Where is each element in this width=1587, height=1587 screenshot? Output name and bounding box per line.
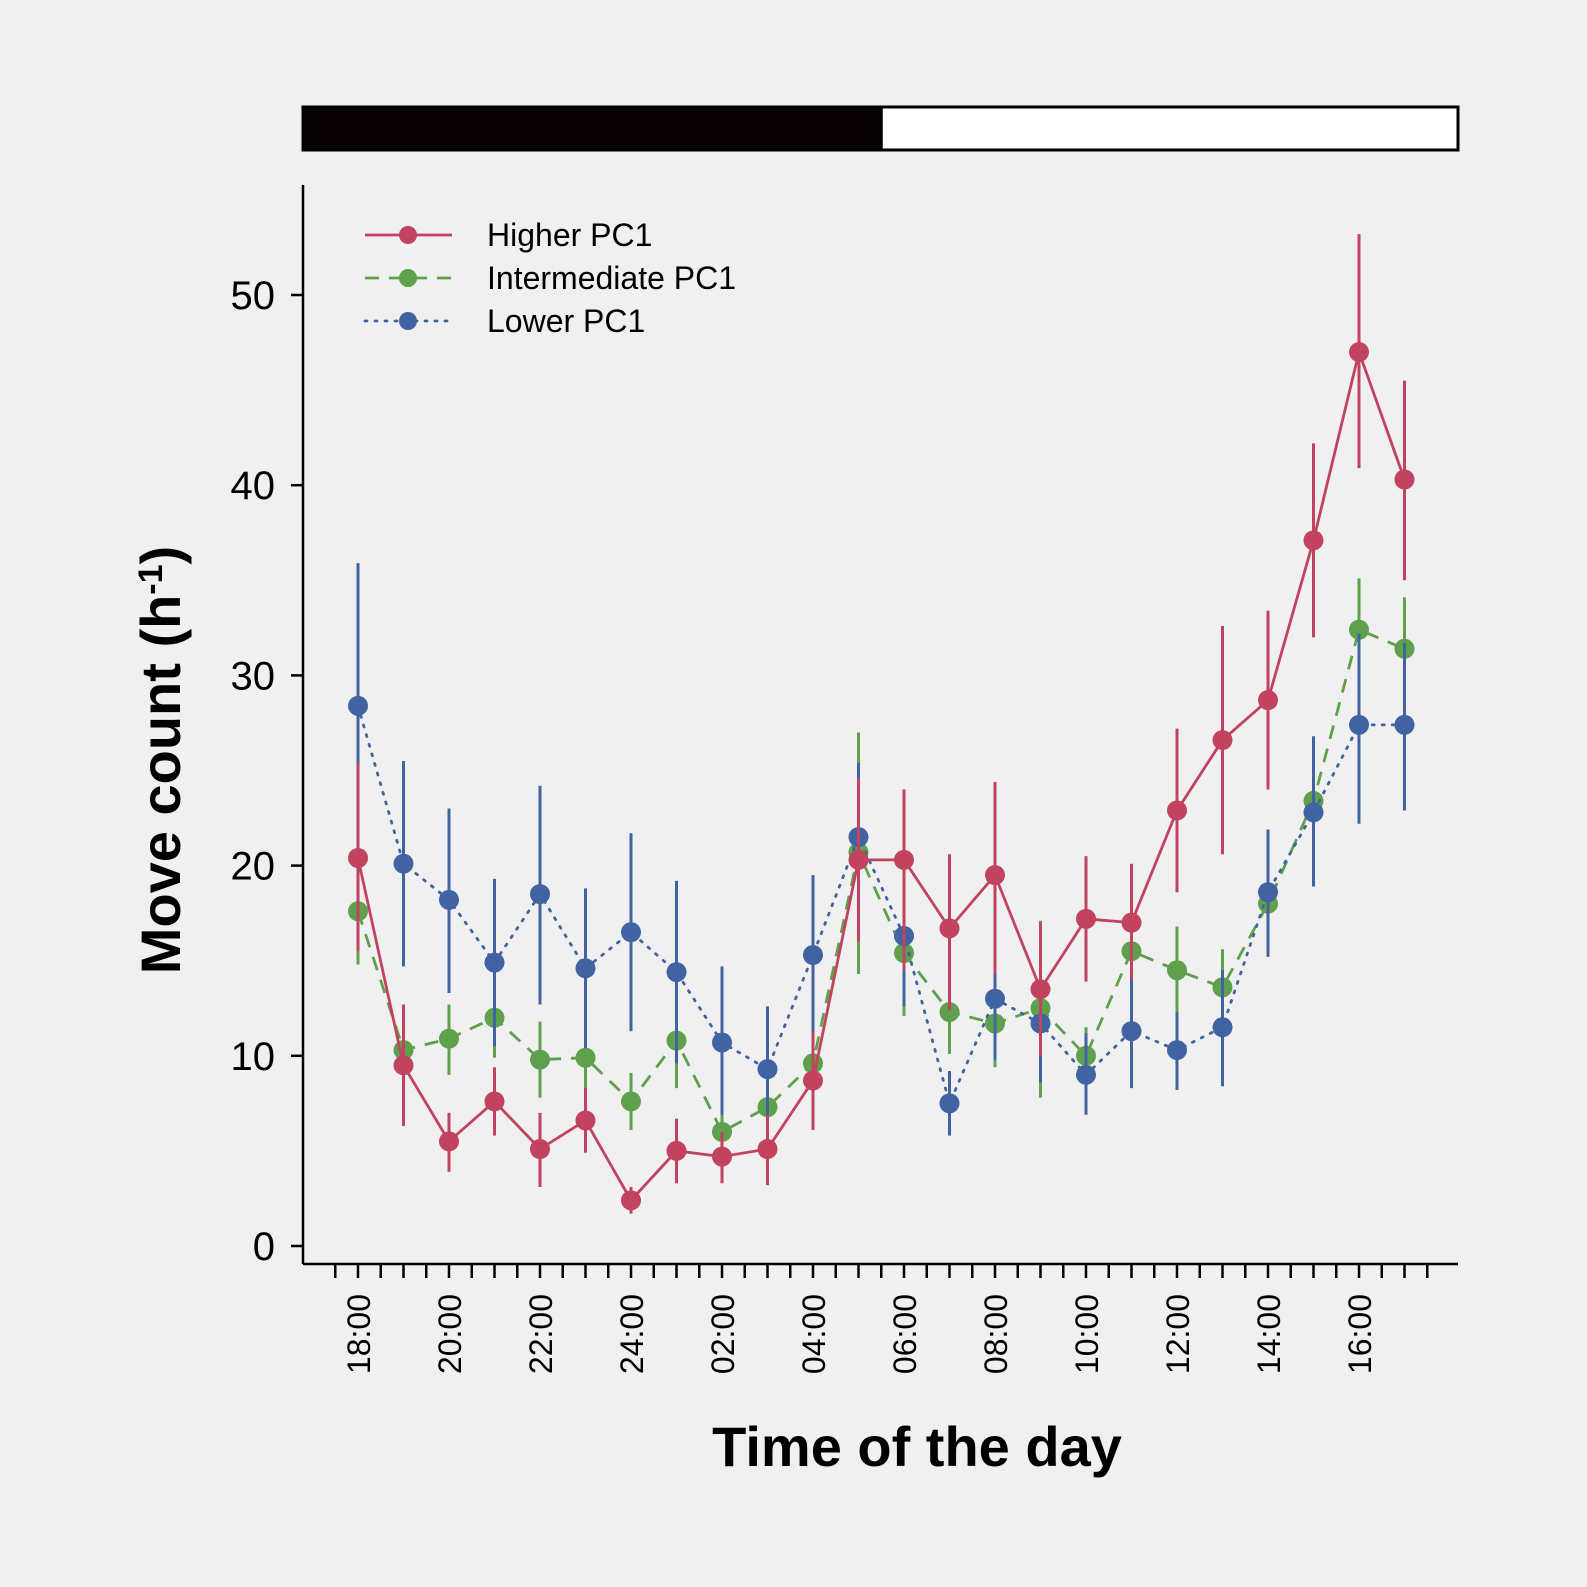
data-point (1030, 979, 1051, 1000)
data-point (985, 988, 1005, 1009)
y-axis-title: Move count (h-1) (129, 546, 192, 974)
data-point (439, 889, 459, 910)
data-point (484, 1091, 505, 1112)
data-point (757, 1138, 778, 1159)
data-point (1167, 1040, 1187, 1061)
data-point (1258, 690, 1278, 711)
data-point (1349, 342, 1369, 363)
data-point (1167, 960, 1187, 981)
x-tick-label: 24:00 (614, 1294, 650, 1374)
data-point (439, 1028, 459, 1049)
legend-item: Higher PC1 (365, 217, 652, 253)
data-point (1212, 730, 1233, 751)
data-point (939, 1093, 960, 1114)
data-point (712, 1032, 732, 1053)
legend-label: Lower PC1 (487, 303, 645, 339)
data-point (1076, 1064, 1096, 1085)
data-point (393, 1055, 414, 1076)
data-point (939, 918, 960, 939)
series-higher-pc1 (348, 234, 1415, 1214)
data-point (985, 865, 1005, 886)
data-point (712, 1146, 732, 1167)
x-tick-label: 14:00 (1251, 1294, 1287, 1374)
data-point (939, 1002, 960, 1023)
data-point (1349, 714, 1369, 735)
y-tick-label: 20 (231, 845, 276, 889)
legend-item: Lower PC1 (363, 303, 645, 339)
data-point (1167, 800, 1187, 821)
y-axis-title-superscript: -1 (132, 564, 170, 594)
legend-swatch-marker (399, 312, 417, 330)
y-axis-title-close: ) (129, 546, 192, 565)
y-axis-title-main: Move count (h (129, 595, 192, 975)
series-lower-pc1 (348, 563, 1415, 1136)
data-point (348, 695, 368, 716)
x-tick-label: 16:00 (1342, 1294, 1378, 1374)
x-tick-label: 20:00 (432, 1294, 468, 1374)
data-point (575, 1110, 596, 1131)
x-tick-label: 02:00 (705, 1294, 741, 1374)
y-tick-label: 0 (253, 1225, 275, 1269)
y-tick-label: 10 (231, 1035, 276, 1079)
data-point (1076, 908, 1096, 929)
x-tick-label: 08:00 (978, 1294, 1014, 1374)
y-axis-ticks: 0 10 20 30 40 50 (231, 274, 303, 1269)
data-point (1121, 912, 1142, 933)
data-point (621, 1190, 641, 1211)
plot-area (348, 234, 1415, 1214)
axes (301, 185, 1458, 1266)
data-point (530, 1049, 550, 1070)
legend-swatch-marker (399, 226, 417, 244)
data-point (1303, 530, 1324, 551)
x-tick-label: 04:00 (796, 1294, 832, 1374)
y-tick-label: 30 (231, 654, 276, 698)
data-point (484, 952, 505, 973)
data-point (621, 922, 641, 943)
y-tick-label: 40 (231, 464, 276, 508)
data-point (894, 849, 914, 870)
data-point (621, 1091, 641, 1112)
legend: Higher PC1 Intermediate PC1 Lower PC1 (363, 217, 736, 339)
data-point (666, 1140, 687, 1161)
data-point (439, 1131, 459, 1152)
data-point (1258, 882, 1278, 903)
data-point (348, 847, 368, 868)
series-line (356, 627, 1406, 1134)
legend-swatch-marker (399, 269, 417, 287)
data-point (530, 1138, 550, 1159)
legend-item: Intermediate PC1 (365, 260, 736, 296)
x-axis-ticks: 18:00 20:00 22:00 24:00 02:00 04:00 06:00 08:00… (334, 1264, 1429, 1374)
data-point (757, 1059, 778, 1080)
x-tick-label: 10:00 (1069, 1294, 1105, 1374)
data-point (1394, 714, 1415, 735)
x-tick-label: 18:00 (341, 1294, 377, 1374)
data-point (1303, 802, 1324, 823)
data-point (803, 944, 823, 965)
series-intermediate-pc1 (348, 578, 1415, 1155)
data-point (803, 1070, 823, 1091)
x-tick-label: 12:00 (1160, 1294, 1196, 1374)
data-point (1394, 469, 1415, 490)
y-tick-label: 50 (231, 274, 276, 318)
x-tick-label: 06:00 (887, 1294, 923, 1374)
legend-label: Intermediate PC1 (487, 260, 736, 296)
data-point (848, 849, 869, 870)
data-point (575, 958, 596, 979)
x-axis-title: Time of the day (712, 1415, 1122, 1478)
legend-label: Higher PC1 (487, 217, 652, 253)
data-point (575, 1047, 596, 1068)
series-line (356, 704, 1406, 1108)
light-dark-bar (301, 105, 1460, 152)
data-point (393, 853, 414, 874)
data-point (1121, 1021, 1142, 1042)
x-tick-label: 22:00 (523, 1294, 559, 1374)
series-line (356, 347, 1406, 1203)
data-point (530, 884, 550, 905)
data-point (1349, 619, 1369, 640)
data-point (1212, 1017, 1233, 1038)
dark-period-bar (301, 105, 883, 152)
data-point (666, 962, 687, 983)
